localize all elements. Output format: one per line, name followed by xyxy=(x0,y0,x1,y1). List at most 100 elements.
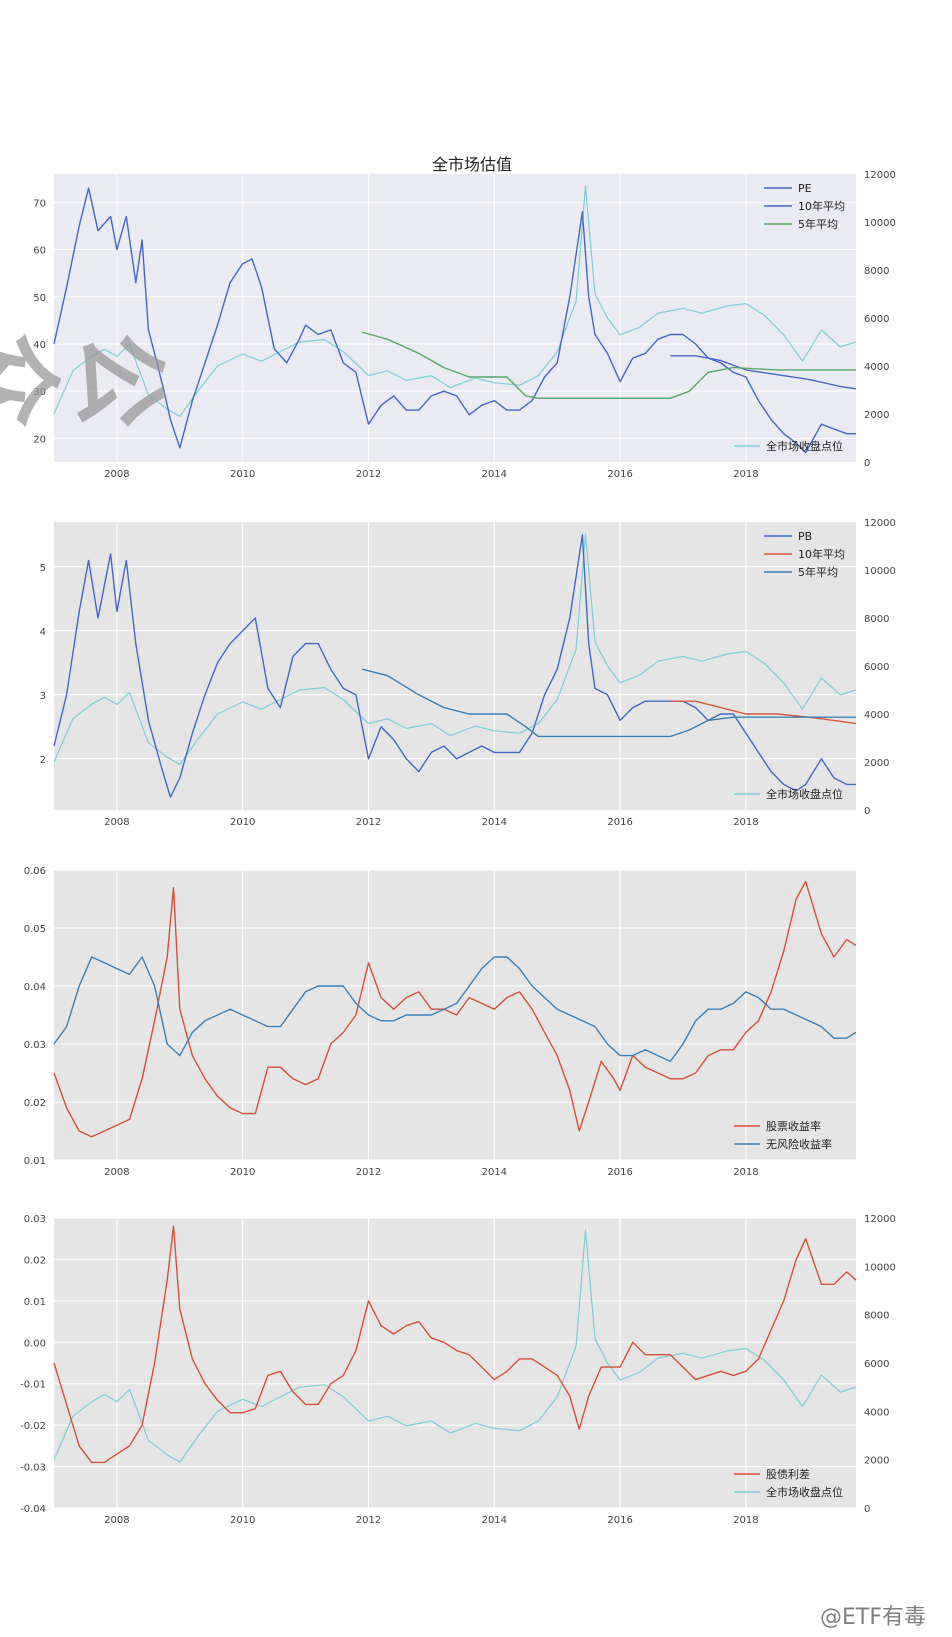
y-tick-label-left: 50 xyxy=(33,293,46,304)
y-tick-label-left: 0.01 xyxy=(24,1156,46,1167)
x-tick-label: 2018 xyxy=(733,1515,758,1526)
series-line xyxy=(53,185,857,417)
y-tick-label-left: 20 xyxy=(33,434,46,445)
x-tick-label: 2012 xyxy=(356,1167,381,1178)
y-tick-label-left: 0.06 xyxy=(24,866,46,877)
chart-panel-2: 2008 2010 2012 2014 2016 2018 2 3 4 5 0 2000 4000 600… xyxy=(40,518,896,828)
series-line xyxy=(362,331,856,399)
x-tick-label: 2014 xyxy=(482,1167,507,1178)
y-tick-label-left: 0.02 xyxy=(24,1098,46,1109)
legend-label: PE xyxy=(798,182,812,195)
x-tick-label: 2016 xyxy=(607,817,632,828)
legend-label: 10年平均 xyxy=(798,199,845,213)
y-tick-label-right: 2000 xyxy=(864,410,889,421)
series-line xyxy=(53,534,856,798)
series-line xyxy=(53,880,857,1138)
x-tick-label: 2018 xyxy=(733,1167,758,1178)
y-tick-label-right: 8000 xyxy=(864,1311,889,1322)
plot-area xyxy=(54,522,856,810)
x-tick-label: 2016 xyxy=(607,1167,632,1178)
y-tick-label-left: 70 xyxy=(33,198,46,209)
y-tick-label-left: 0.03 xyxy=(24,1040,46,1051)
y-tick-label-right: 6000 xyxy=(864,1359,889,1370)
x-tick-label: 2010 xyxy=(230,1515,255,1526)
x-tick-label: 2012 xyxy=(356,1515,381,1526)
legend-label: 全市场收盘点位 xyxy=(766,787,843,801)
y-tick-label-left: 0.01 xyxy=(24,1297,46,1308)
series-line xyxy=(670,700,857,725)
x-tick-label: 2010 xyxy=(230,1167,255,1178)
x-tick-label: 2012 xyxy=(356,469,381,480)
legend-label: 股债利差 xyxy=(766,1467,810,1481)
series-line xyxy=(670,355,857,390)
chart-panel-3: 2008 2010 2012 2014 2016 2018 0.01 0.02 0.03 0.04… xyxy=(24,866,857,1178)
x-tick-label: 2018 xyxy=(733,469,758,480)
y-tick-label-right: 4000 xyxy=(864,1407,889,1418)
legend-label: 全市场收盘点位 xyxy=(766,439,843,453)
series-line xyxy=(53,1225,857,1464)
y-tick-label-left: -0.03 xyxy=(20,1463,46,1474)
y-tick-label-right: 2000 xyxy=(864,1456,889,1467)
y-tick-label-left: 4 xyxy=(40,627,46,638)
series-line xyxy=(53,187,856,454)
y-tick-label-left: 60 xyxy=(33,246,46,257)
figure-title: 全市场估值 xyxy=(432,155,512,174)
y-tick-label-right: 2000 xyxy=(864,758,889,769)
x-tick-label: 2010 xyxy=(230,817,255,828)
legend-label: 5年平均 xyxy=(798,565,838,579)
y-tick-label-left: 3 xyxy=(40,691,46,702)
x-tick-label: 2014 xyxy=(482,1515,507,1526)
y-tick-label-right: 12000 xyxy=(864,1214,896,1225)
y-tick-label-right: 4000 xyxy=(864,710,889,721)
y-tick-label-left: 0.02 xyxy=(24,1255,46,1266)
plot-area xyxy=(54,174,856,462)
y-tick-label-left: -0.04 xyxy=(20,1504,46,1515)
y-tick-label-left: 0.04 xyxy=(24,982,46,993)
y-tick-label-right: 0 xyxy=(864,806,870,817)
legend-label: 无风险收益率 xyxy=(766,1137,832,1151)
x-tick-label: 2008 xyxy=(104,469,129,480)
legend-label: 全市场收盘点位 xyxy=(766,1485,843,1499)
chart-panel-1: 2008 2010 2012 2014 2016 2018 20 30 40 50 60 70 0 200… xyxy=(33,170,896,480)
y-tick-label-left: 5 xyxy=(40,563,46,574)
series-line xyxy=(53,1229,857,1463)
x-tick-label: 2008 xyxy=(104,1515,129,1526)
y-tick-label-right: 12000 xyxy=(864,518,896,529)
y-tick-label-left: 2 xyxy=(40,755,46,766)
y-tick-label-right: 12000 xyxy=(864,170,896,181)
x-tick-label: 2014 xyxy=(482,817,507,828)
x-tick-label: 2018 xyxy=(733,817,758,828)
x-tick-label: 2008 xyxy=(104,817,129,828)
y-tick-label-right: 0 xyxy=(864,1504,870,1515)
y-tick-label-right: 10000 xyxy=(864,566,896,577)
y-tick-label-right: 10000 xyxy=(864,1262,896,1273)
y-tick-label-right: 6000 xyxy=(864,662,889,673)
legend-label: 股票收益率 xyxy=(766,1119,821,1133)
y-tick-label-left: 40 xyxy=(33,340,46,351)
y-tick-label-left: -0.02 xyxy=(20,1421,46,1432)
x-tick-label: 2016 xyxy=(607,469,632,480)
y-tick-label-left: -0.01 xyxy=(20,1380,46,1391)
legend-label: PB xyxy=(798,530,812,543)
chart-panel-4: 2008 2010 2012 2014 2016 2018 0.03 0.02 0.01 0.00… xyxy=(20,1214,896,1526)
plot-area xyxy=(54,1218,856,1508)
legend-label: 10年平均 xyxy=(798,547,845,561)
y-tick-label-right: 8000 xyxy=(864,266,889,277)
y-tick-label-left: 0.05 xyxy=(24,924,46,935)
y-tick-label-right: 6000 xyxy=(864,314,889,325)
series-line xyxy=(362,668,856,738)
series-line xyxy=(53,533,857,765)
x-tick-label: 2008 xyxy=(104,1167,129,1178)
x-tick-label: 2014 xyxy=(482,469,507,480)
series-line xyxy=(53,956,857,1063)
x-tick-label: 2016 xyxy=(607,1515,632,1526)
legend-label: 5年平均 xyxy=(798,217,838,231)
y-tick-label-left: 30 xyxy=(33,387,46,398)
y-tick-label-left: 0.00 xyxy=(24,1338,46,1349)
y-tick-label-left: 0.03 xyxy=(24,1214,46,1225)
x-tick-label: 2010 xyxy=(230,469,255,480)
x-tick-label: 2012 xyxy=(356,817,381,828)
y-tick-label-right: 10000 xyxy=(864,218,896,229)
y-tick-label-right: 4000 xyxy=(864,362,889,373)
